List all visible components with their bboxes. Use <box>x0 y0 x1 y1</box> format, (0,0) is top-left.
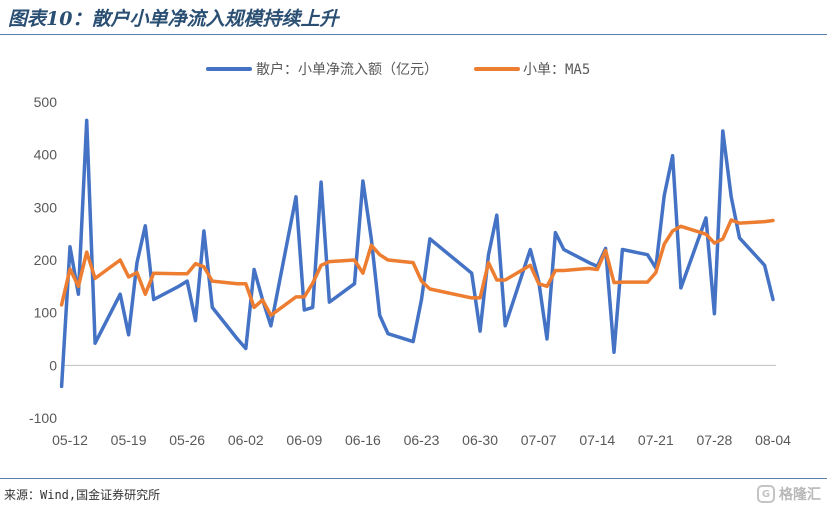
x-tick-label: 07-21 <box>638 432 674 448</box>
x-tick-label: 05-19 <box>111 432 147 448</box>
x-tick-label: 08-04 <box>755 432 791 448</box>
watermark-logo-icon: G <box>757 485 775 503</box>
x-tick-label: 05-26 <box>169 432 205 448</box>
x-tick-label: 07-28 <box>697 432 733 448</box>
watermark: G 格隆汇 <box>757 484 821 504</box>
x-tick-label: 06-09 <box>286 432 322 448</box>
y-tick-label: 0 <box>49 357 57 373</box>
y-tick-label: 300 <box>34 199 58 215</box>
x-tick-label: 06-30 <box>462 432 498 448</box>
title-divider <box>0 34 827 35</box>
figure-title: 图表10：散户小单净流入规模持续上升 <box>8 8 339 30</box>
y-tick-label: 400 <box>34 147 58 163</box>
x-tick-label: 06-02 <box>228 432 264 448</box>
x-tick-label: 07-07 <box>521 432 557 448</box>
source-note: 来源：Wind,国金证券研究所 <box>4 488 161 502</box>
watermark-text: 格隆汇 <box>779 487 821 503</box>
y-tick-label: -100 <box>29 410 57 426</box>
x-tick-label: 06-23 <box>404 432 440 448</box>
title-bar: 图表10：散户小单净流入规模持续上升 <box>0 0 827 32</box>
y-tick-label: 500 <box>34 94 58 110</box>
plot-area <box>59 118 775 389</box>
y-tick-label: 100 <box>34 305 58 321</box>
legend-label-2: 小单：MA5 <box>523 62 590 78</box>
legend-label-1: 散户：小单净流入额（亿元） <box>256 61 438 78</box>
x-tick-label: 06-16 <box>345 432 381 448</box>
y-axis: -100 0 100 200 300 400 500 <box>29 94 57 426</box>
x-axis: 05-12 05-19 05-26 06-02 06-09 06-16 06-23 06-30… <box>52 364 791 448</box>
chart-legend: 散户：小单净流入额（亿元） 小单：MA5 <box>206 61 590 78</box>
x-tick-label: 07-14 <box>579 432 615 448</box>
y-tick-label: 200 <box>34 252 58 268</box>
x-tick-label: 05-12 <box>52 432 88 448</box>
series-line-1 <box>59 118 775 389</box>
line-chart: 散户：小单净流入额（亿元） 小单：MA5 -100 0 100 200 300 400 500… <box>29 61 791 448</box>
series-line-2 <box>59 218 775 318</box>
footer-divider <box>0 478 827 479</box>
